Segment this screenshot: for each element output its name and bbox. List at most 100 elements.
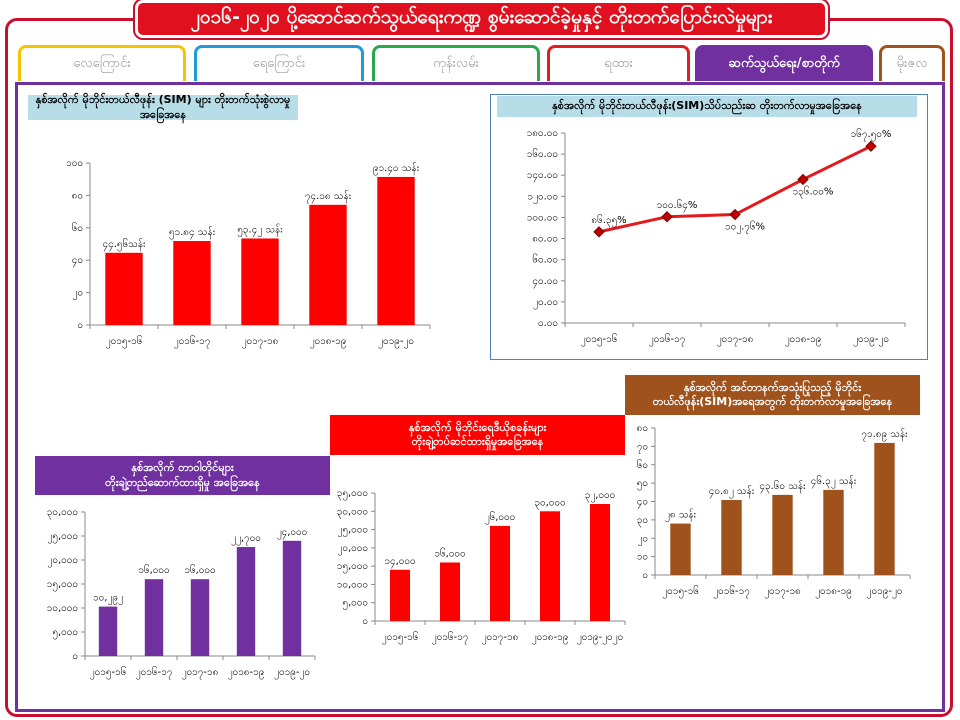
chart-title: နှစ်အလိုက် တာဝါတိုင်များ တိုးချဲ့တည်ဆောက… [35, 456, 330, 495]
y-tick-label: ၆၀.၀၀ [532, 253, 558, 266]
value-label: ၃၂,၀၀၀ [585, 490, 616, 503]
y-tick-label: ၁၈၀.၀၀ [527, 128, 558, 139]
y-tick-label: ၁၆၀.၀၀ [527, 147, 558, 160]
chart-border [490, 94, 928, 360]
value-label: ၂၈ သန်း [665, 508, 697, 523]
x-tick-label: ၂၀၁၆-၁၇ [136, 665, 173, 680]
value-label: ၁၆,၀၀၀ [184, 563, 215, 576]
value-label: ၈၆.၃၅% [591, 213, 626, 228]
chart-title: နှစ်အလိုက် မိုဘိုင်းရေဒီယိုစခန်းများ တို… [330, 415, 625, 455]
bar [772, 494, 793, 575]
y-tick-label: ၈၀ [637, 423, 648, 434]
bar [105, 252, 143, 325]
y-tick-label: ၀ [362, 616, 368, 627]
tab[interactable]: ရထား [547, 45, 690, 81]
bar [144, 579, 164, 656]
tab[interactable]: မိုးဇလ [879, 45, 945, 81]
y-tick-label: ၀ [642, 570, 648, 581]
y-tick-label: ၁၂၀.၀၀ [527, 191, 558, 204]
marker [661, 211, 673, 223]
marker [729, 208, 741, 221]
x-tick-label: ၂၀၁၆-၁၇ [713, 584, 750, 599]
value-label: ၃၀,၀၀၀ [534, 497, 565, 510]
bar [390, 569, 410, 621]
y-tick-label: ၁၅,၀၀၀ [337, 561, 368, 574]
y-tick-label: ၈၀.၀၀ [532, 234, 558, 245]
bar [173, 241, 211, 325]
y-tick-label: ၈၀ [72, 190, 83, 201]
bar [721, 499, 742, 575]
value-label: ၂၄,၀၀၀ [277, 527, 308, 540]
value-label: ၂၂,၇၀၀ [231, 533, 261, 546]
value-label: ၄၃.၆၀ သန်း [759, 479, 806, 494]
y-tick-label: ၄၀ [72, 255, 83, 268]
y-tick-label: ၁၄၀.၀၀ [527, 170, 558, 183]
y-tick-label: ၄၀ [637, 497, 648, 510]
x-tick-label: ၂၀၁၉-၂၀ [867, 586, 903, 599]
y-tick-label: ၅,၀၀၀ [342, 598, 368, 611]
value-label: ၁၀၂.၇၆% [725, 220, 765, 235]
y-tick-label: ၁၀ [637, 552, 648, 563]
y-tick-label: ၂၀.၀၀ [533, 297, 558, 310]
marker [593, 226, 605, 238]
y-tick-label: ၆၀ [637, 458, 648, 471]
y-tick-label: ၂၀,၀၀၀ [47, 555, 78, 568]
x-tick-label: ၂၀၁၈-၁၉ [532, 632, 569, 645]
x-tick-label: ၂၀၁၅-၁၆ [581, 332, 618, 347]
value-label: ၁၆,၀၀၀ [138, 563, 169, 576]
x-tick-label: ၂၀၁၆-၁၇ [432, 630, 469, 645]
bar [590, 503, 610, 621]
y-tick-label: ၀.၀၀ [538, 318, 558, 329]
chart-title: နှစ်အလိုက် မိုဘိုင်းတယ်လီဖုန်း (SIM) မျာ… [28, 93, 298, 121]
value-label: ၉၁.၄၀ သန်း [373, 161, 420, 176]
x-tick-label: ၂၀၁၉-၂၀ [853, 334, 889, 347]
bar [823, 489, 844, 575]
tab[interactable]: ဆက်သွယ်ရေး/စာတိုက် [695, 45, 873, 81]
value-label: ၅၃.၄၂ သန်း [237, 222, 283, 237]
y-tick-label: ၁၀၀.၀၀ [527, 212, 558, 223]
x-tick-label: ၂၀၁၆-၁၇ [174, 334, 211, 349]
y-tick-label: ၁၀၀ [66, 158, 83, 169]
y-tick-label: ၃၀,၀၀၀ [337, 506, 368, 519]
bar [236, 547, 256, 656]
y-tick-label: ၀ [72, 651, 78, 662]
x-tick-label: ၂၀၁၉-၂၀ [378, 336, 414, 349]
y-tick-label: ၃၀ [637, 515, 648, 528]
value-label: ၁၆၇.၅၀% [851, 127, 892, 142]
value-label: ၁၆,၀၀၀ [434, 546, 465, 559]
y-tick-label: ၅,၀၀၀ [52, 627, 78, 640]
x-tick-label: ၂၀၁၅-၁၆ [382, 630, 419, 645]
y-tick-label: ၃၀,၀၀၀ [47, 507, 78, 520]
marker [865, 140, 877, 152]
y-tick-label: ၂၅,၀၀၀ [47, 531, 78, 544]
page-title: ၂၀၁၆-၂၀၂၀ ပို့ဆောင်ဆက်သွယ်ရေးကဏ္ဍ စွမ်းဆ… [133, 0, 830, 40]
y-tick-label: ၀ [77, 320, 83, 331]
x-tick-label: ၂၀၁၈-၁၉ [310, 336, 347, 349]
tab[interactable]: ရေကြောင်း [194, 45, 364, 81]
tab[interactable]: လေကြောင်း [18, 45, 186, 81]
x-tick-label: ၂၀၁၇-၁၈ [482, 632, 519, 645]
x-tick-label: ၂၀၁၅-၁၆ [662, 584, 699, 599]
x-tick-label: ၂၀၁၈-၁၉ [815, 586, 852, 599]
x-tick-label: ၂၀၁၈-၁၉ [228, 667, 265, 680]
x-tick-label: ၂၀၁၉-၂၀ [274, 667, 310, 680]
y-tick-label: ၇၀ [637, 441, 648, 454]
value-label: ၅၁.၈၄ သန်း [169, 225, 216, 240]
marker [797, 173, 809, 186]
value-label: ၁၀,၂၉၂ [93, 593, 123, 606]
chart-title: နှစ်အလိုက် မိုဘိုင်းတယ်လီဖုန်း(SIM)သိပ်သ… [497, 96, 917, 117]
y-tick-label: ၁၀,၀၀၀ [337, 579, 368, 590]
bar [190, 579, 210, 656]
bar [241, 238, 279, 325]
bar [98, 606, 118, 656]
tab[interactable]: ကုန်းလမ်း [372, 45, 540, 81]
bar [282, 540, 302, 656]
y-tick-label: ၂၅,၀၀၀ [337, 525, 368, 538]
x-tick-label: ၂၀၁၆-၁၇ [649, 332, 686, 347]
value-label: ၇၄.၁၈ သန်း [305, 189, 352, 204]
value-label: ၁၀၀.၆၄% [657, 198, 698, 213]
x-tick-label: ၂၀၁၇-၁၈ [242, 336, 279, 349]
x-tick-label: ၂၀၁၇-၁၈ [764, 586, 801, 599]
y-tick-label: ၄၀.၀၀ [532, 276, 558, 289]
